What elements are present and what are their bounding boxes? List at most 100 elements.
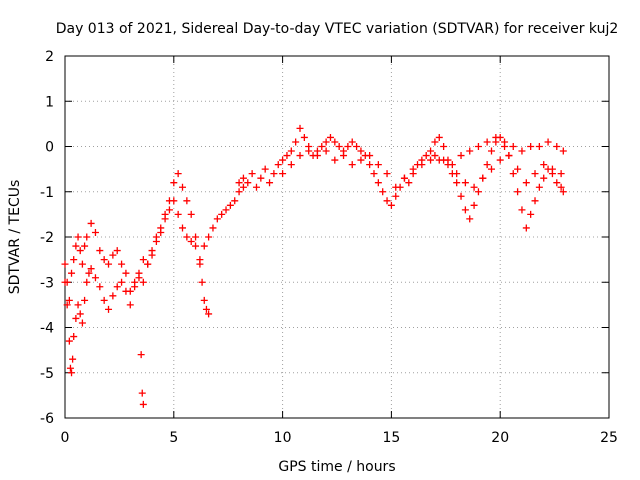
data-point bbox=[196, 260, 204, 268]
data-point bbox=[109, 292, 117, 300]
x-tick-label: 10 bbox=[274, 430, 292, 446]
data-point bbox=[548, 165, 556, 173]
data-point bbox=[313, 152, 321, 160]
data-point bbox=[81, 296, 89, 304]
data-point bbox=[69, 355, 77, 363]
data-point bbox=[374, 161, 382, 169]
data-point bbox=[383, 197, 391, 205]
data-point bbox=[76, 247, 84, 255]
data-point bbox=[76, 310, 84, 318]
data-point bbox=[83, 278, 91, 286]
data-point bbox=[72, 242, 80, 250]
data-point bbox=[466, 147, 474, 155]
data-points bbox=[61, 124, 567, 408]
data-point bbox=[91, 274, 99, 282]
data-point bbox=[370, 170, 378, 178]
data-point bbox=[544, 138, 552, 146]
data-point bbox=[340, 152, 348, 160]
data-point bbox=[535, 143, 543, 150]
data-point bbox=[100, 296, 108, 304]
data-point bbox=[501, 138, 509, 146]
data-point bbox=[222, 206, 230, 214]
data-point bbox=[418, 161, 426, 169]
data-point bbox=[152, 233, 160, 241]
data-point bbox=[296, 152, 304, 160]
y-tick-label: -4 bbox=[40, 321, 54, 337]
data-point bbox=[357, 156, 365, 164]
data-point bbox=[453, 179, 461, 187]
data-point bbox=[205, 233, 213, 241]
y-tick-label: -3 bbox=[40, 275, 54, 291]
data-point bbox=[522, 224, 530, 232]
data-point bbox=[252, 183, 260, 191]
data-point bbox=[331, 156, 339, 164]
data-point bbox=[81, 242, 89, 250]
data-point bbox=[409, 165, 417, 173]
data-point bbox=[200, 242, 208, 250]
data-point bbox=[96, 247, 104, 255]
data-point bbox=[72, 314, 80, 322]
data-point bbox=[192, 242, 200, 250]
data-point bbox=[387, 201, 395, 209]
data-point bbox=[535, 183, 543, 191]
data-point bbox=[457, 192, 465, 200]
data-point bbox=[200, 296, 208, 304]
data-point bbox=[353, 143, 361, 150]
data-point bbox=[231, 197, 239, 205]
data-point bbox=[68, 369, 76, 377]
data-point bbox=[461, 179, 469, 187]
data-point bbox=[105, 305, 113, 313]
data-point bbox=[496, 156, 504, 164]
data-point bbox=[431, 138, 439, 146]
data-point bbox=[335, 143, 343, 150]
data-point bbox=[187, 210, 195, 218]
data-point bbox=[87, 219, 95, 227]
data-point bbox=[357, 147, 365, 155]
data-point bbox=[105, 260, 113, 268]
data-point bbox=[61, 260, 69, 268]
data-point bbox=[113, 247, 121, 255]
y-tick-label: -5 bbox=[40, 366, 54, 382]
data-point bbox=[283, 152, 291, 160]
data-point bbox=[531, 170, 539, 178]
data-point bbox=[422, 152, 430, 160]
data-point bbox=[427, 147, 435, 155]
series-track-b bbox=[61, 170, 213, 377]
data-point bbox=[479, 174, 487, 182]
data-point bbox=[461, 206, 469, 214]
data-point bbox=[331, 138, 339, 146]
data-point bbox=[270, 170, 278, 178]
data-point bbox=[226, 201, 234, 209]
data-point bbox=[183, 233, 191, 241]
data-point bbox=[139, 400, 147, 408]
x-tick-label: 15 bbox=[382, 430, 400, 446]
data-point bbox=[392, 183, 400, 191]
data-point bbox=[161, 210, 169, 218]
data-point bbox=[100, 256, 108, 264]
data-point bbox=[213, 215, 221, 223]
y-tick-label: -2 bbox=[40, 230, 54, 246]
data-point bbox=[139, 256, 147, 264]
data-point bbox=[87, 265, 95, 273]
data-point bbox=[470, 201, 478, 209]
data-point bbox=[157, 224, 165, 232]
data-point bbox=[65, 296, 73, 304]
data-point bbox=[405, 179, 413, 187]
data-point bbox=[198, 278, 206, 286]
data-point bbox=[522, 179, 530, 187]
data-point bbox=[122, 269, 130, 277]
data-point bbox=[440, 156, 448, 164]
data-point bbox=[374, 179, 382, 187]
data-point bbox=[474, 188, 482, 196]
data-point bbox=[483, 138, 491, 146]
data-point bbox=[514, 165, 522, 173]
y-tick-label: 2 bbox=[45, 49, 54, 65]
data-point bbox=[300, 133, 308, 141]
x-tick-label: 0 bbox=[61, 430, 70, 446]
data-point bbox=[427, 156, 435, 164]
x-axis: 0 5 10 15 20 25 bbox=[61, 56, 618, 446]
data-point bbox=[392, 192, 400, 200]
data-point bbox=[61, 278, 69, 286]
data-point bbox=[435, 133, 443, 141]
data-point bbox=[527, 143, 535, 150]
